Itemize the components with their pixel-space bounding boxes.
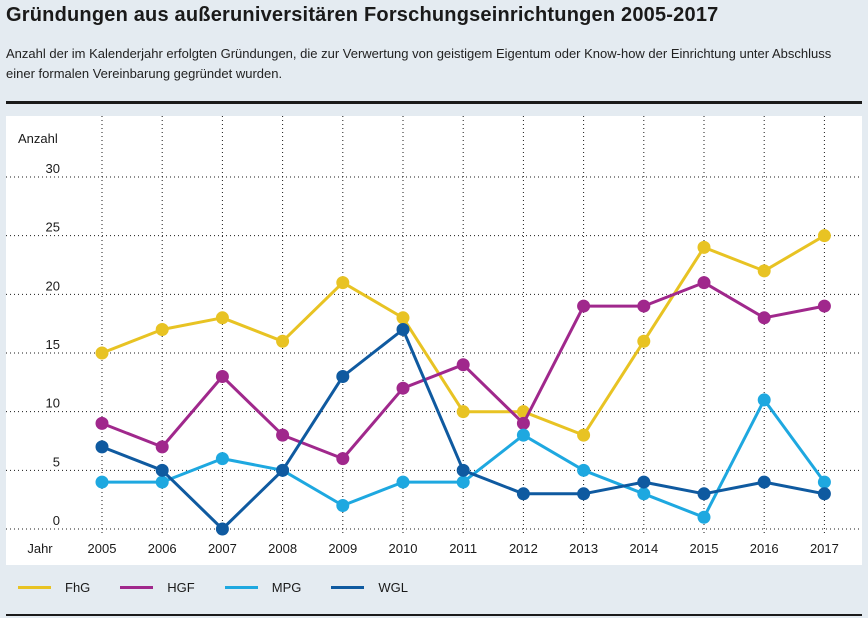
legend-label-mpg: MPG [271,579,302,595]
chart-subtitle: Anzahl der im Kalenderjahr erfolgten Grü… [6,46,832,81]
x-tick-label-2014: 2014 [629,541,658,556]
point-mpg-2015 [697,510,711,524]
legend-swatch-mpg [224,585,258,589]
point-hgf-2005 [95,416,109,430]
legend-swatch-hgf [120,585,154,589]
point-mpg-2007 [215,452,229,466]
y-tick-label-10: 10 [46,396,60,411]
legend-swatch-fhg [18,585,51,589]
bottom-rule [6,614,862,616]
point-hgf-2014 [637,299,651,313]
point-wgl-2013 [577,487,591,501]
series-wgl [95,323,831,536]
x-tick-label-2006: 2006 [148,541,177,556]
point-mpg-2005 [95,475,109,489]
series-hgf [95,276,831,466]
point-mpg-2016 [757,393,771,407]
point-hgf-2007 [215,369,229,383]
point-mpg-2010 [396,475,410,489]
point-hgf-2012 [516,416,530,430]
y-tick-label-20: 20 [46,278,60,293]
x-tick-label-2017: 2017 [810,541,839,556]
y-tick-labels: 0 5 10 15 20 25 30 [46,161,60,528]
x-tick-label-2011: 2011 [449,541,477,556]
x-tick-label-2005: 2005 [88,541,117,556]
y-tick-label-5: 5 [53,454,60,469]
point-fhg-2011 [456,405,470,419]
point-wgl-2016 [757,475,771,489]
legend-item-hgf: HGF [120,579,195,595]
plot-area: 0 5 10 15 20 25 30 2005 2006 2007 2008 2009 2010 201… [6,116,862,565]
point-hgf-2008 [276,428,290,442]
point-fhg-2007 [215,311,229,325]
point-hgf-2017 [817,299,831,313]
point-wgl-2012 [516,487,530,501]
legend-item-wgl: WGL [331,580,408,595]
point-mpg-2009 [336,499,350,513]
point-fhg-2017 [817,229,831,243]
point-mpg-2012 [516,428,530,442]
point-hgf-2009 [336,452,350,466]
series-mpg [95,393,831,524]
point-fhg-2008 [276,334,290,348]
point-wgl-2014 [637,475,651,489]
legend-swatch-wgl [331,585,365,589]
chart-title: Gründungen aus außeruniversitären Forsch… [6,4,719,26]
point-wgl-2011 [456,463,470,477]
top-rule [6,101,862,104]
legend-item-mpg: MPG [224,579,302,595]
point-hgf-2013 [577,299,591,313]
line-chart: 0 5 10 15 20 25 30 2005 2006 2007 2008 2009 2010 201… [6,116,862,556]
series-fhg [95,229,831,442]
legend-label-fhg: FhG [65,579,91,595]
x-tick-labels: 2005 2006 2007 2008 2009 2010 2011 2012 2013 2014… [88,541,839,556]
point-fhg-2006 [155,323,169,337]
point-wgl-2007 [215,522,229,536]
point-fhg-2016 [757,264,771,278]
legend: FhG HGF MPG WGL [6,572,426,602]
point-fhg-2013 [577,428,591,442]
point-wgl-2006 [155,463,169,477]
x-tick-label-2009: 2009 [328,541,357,556]
point-mpg-2011 [456,475,470,489]
point-wgl-2010 [396,323,410,337]
x-tick-label-2012: 2012 [509,541,538,556]
y-tick-label-0: 0 [53,513,60,528]
point-hgf-2011 [456,358,470,372]
x-tick-label-2007: 2007 [208,541,237,556]
x-tick-label-2013: 2013 [569,541,598,556]
y-tick-label-30: 30 [46,161,60,176]
point-hgf-2016 [757,311,771,325]
point-mpg-2017 [817,475,831,489]
x-tick-label-2016: 2016 [750,541,779,556]
series-lines [95,229,831,536]
point-fhg-2014 [637,334,651,348]
point-mpg-2013 [577,463,591,477]
point-hgf-2015 [697,276,711,290]
point-fhg-2005 [95,346,109,360]
point-hgf-2006 [155,440,169,454]
point-hgf-2010 [396,381,410,395]
point-wgl-2008 [276,463,290,477]
point-mpg-2006 [155,475,169,489]
x-tick-label-2015: 2015 [690,541,719,556]
point-fhg-2015 [697,240,711,254]
point-wgl-2009 [336,369,350,383]
grid-lines [6,116,862,536]
x-axis-label: Jahr [27,541,53,556]
x-tick-label-2008: 2008 [268,541,297,556]
legend-label-hgf: HGF [167,579,195,595]
y-tick-label-15: 15 [46,337,60,352]
point-mpg-2014 [637,487,651,501]
y-axis-label: Anzahl [18,131,58,146]
legend-item-fhg: FhG [18,580,90,595]
x-tick-label-2010: 2010 [389,541,418,556]
point-wgl-2017 [817,487,831,501]
point-fhg-2009 [336,276,350,290]
point-fhg-2010 [396,311,410,325]
legend-label-wgl: WGL [378,579,408,595]
point-wgl-2015 [697,487,711,501]
y-tick-label-25: 25 [46,220,60,235]
point-wgl-2005 [95,440,109,454]
